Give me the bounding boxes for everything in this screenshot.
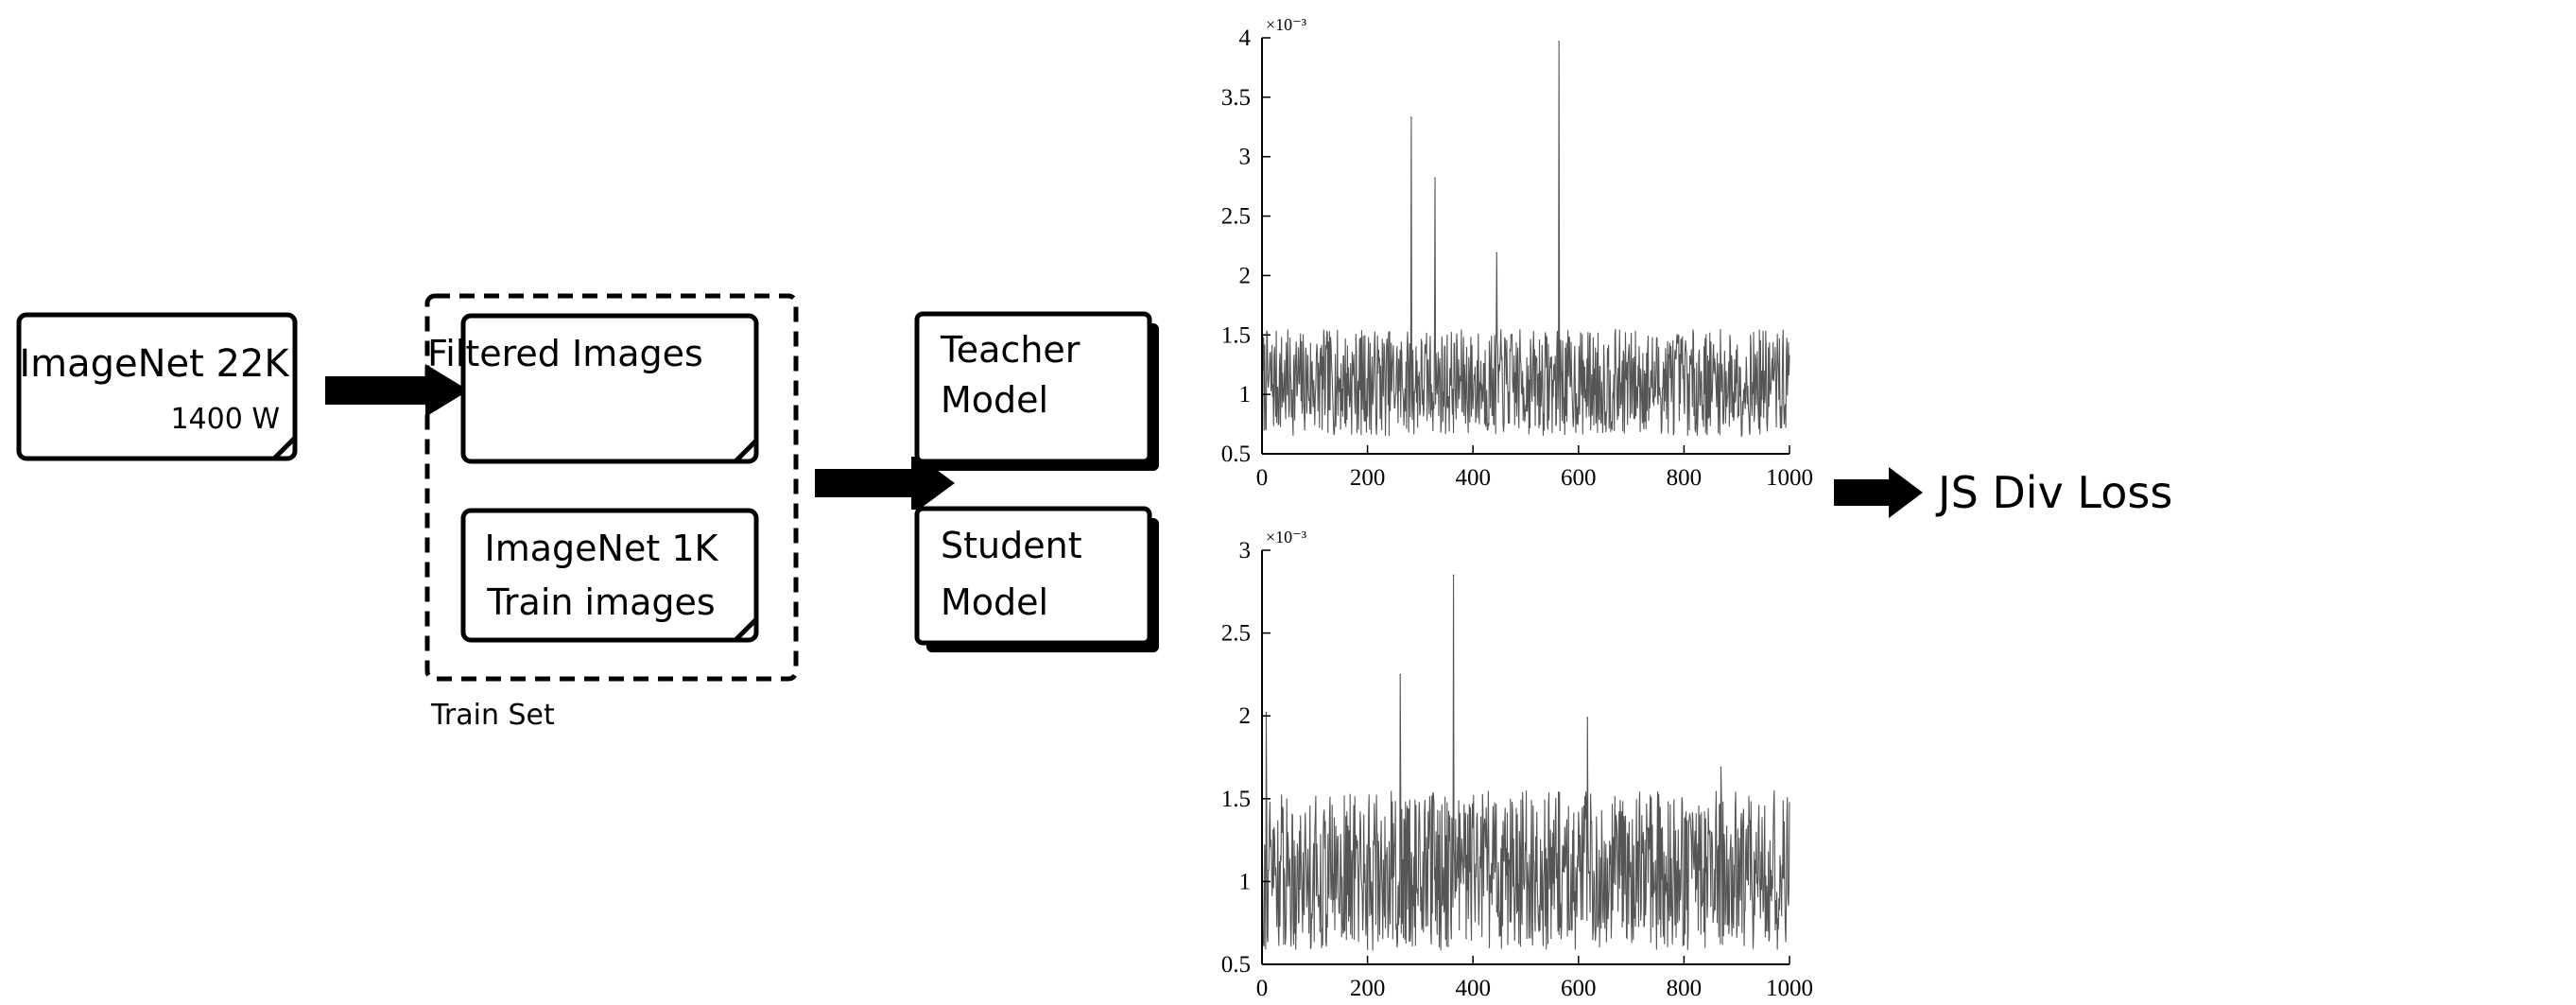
student-x-tick-label-1: 200 <box>1350 976 1386 1000</box>
student-y-tick-label-5: 3 <box>1239 538 1252 563</box>
arrow-to-train-set <box>325 364 469 417</box>
filtered-images-title: Filtered Images <box>427 333 703 374</box>
arrow-to-train-set-shaft <box>325 376 427 405</box>
train-set-label: Train Set <box>430 699 555 732</box>
teacher-y-tick-label-4: 2.5 <box>1221 204 1251 230</box>
student-x-tick-label-2: 400 <box>1455 976 1491 1000</box>
student-spike-point-0 <box>1265 711 1268 714</box>
teacher-y-tick-label-3: 2 <box>1239 263 1252 288</box>
teacher-model-box: Teacher Model <box>914 311 1159 471</box>
student-x-tick-label-4: 800 <box>1667 976 1703 1000</box>
teacher-model-line2: Model <box>941 379 1048 421</box>
student-x-tick-label-3: 600 <box>1561 976 1597 1000</box>
student-model-box: Student Model <box>914 506 1159 652</box>
teacher-output-chart: 0 200 400 600 800 1000 0.5 1 1.5 2 2.5 3 3.5 4 ×10⁻³ <box>1221 15 1813 491</box>
filtered-images-box: Filtered Images <box>427 313 759 464</box>
teacher-x-tick-label-4: 800 <box>1667 465 1703 491</box>
student-x-tick-label-5: 1000 <box>1766 976 1813 1000</box>
teacher-x-tick-label-3: 600 <box>1561 465 1597 491</box>
student-x-tick-label-0: 0 <box>1256 976 1269 1000</box>
student-spike-point-4 <box>1720 766 1722 769</box>
teacher-spike-point-2 <box>1495 251 1498 254</box>
teacher-y-tick-label-1: 1 <box>1239 382 1252 407</box>
arrow-to-loss-head <box>1889 467 1923 518</box>
teacher-x-tick-label-0: 0 <box>1256 465 1269 491</box>
imagenet-1k-box: ImageNet 1K Train images <box>460 508 759 643</box>
imagenet-1k-line2: Train images <box>486 581 715 623</box>
arrow-to-loss <box>1834 467 1923 518</box>
teacher-model-box-frame <box>914 311 1152 464</box>
imagenet-22k-box-frame <box>16 312 298 461</box>
student-spike-point-3 <box>1586 717 1589 719</box>
teacher-model-line1: Teacher <box>940 329 1081 371</box>
teacher-x-tick-label-5: 1000 <box>1766 465 1813 491</box>
filtered-images-box-frame <box>460 313 759 464</box>
arrow-to-models-shaft <box>815 469 913 497</box>
student-spike-point-2 <box>1452 574 1455 577</box>
student-model-line1: Student <box>941 525 1082 566</box>
student-y-tick-label-3: 2 <box>1239 703 1252 729</box>
imagenet-1k-box-frame <box>460 508 759 643</box>
student-model-line2: Model <box>941 581 1048 623</box>
filtered-images-corner-fold <box>734 439 758 463</box>
imagenet-1k-line1: ImageNet 1K <box>485 528 719 569</box>
arrow-to-models <box>815 457 955 510</box>
imagenet-22k-corner-fold <box>272 436 297 460</box>
imagenet-22k-box: ImageNet 22K 1400 W <box>16 312 298 461</box>
teacher-y-tick-label-0: 0.5 <box>1221 442 1251 467</box>
student-output-chart: 0 200 400 600 800 1000 0.5 1 1.5 2 2.5 3 ×10⁻³ <box>1221 528 1813 1001</box>
train-set-dashed-border <box>424 293 799 682</box>
teacher-y-tick-label-2: 1.5 <box>1221 322 1251 348</box>
imagenet-22k-subtitle: 1400 W <box>170 403 280 436</box>
teacher-spike-point-1 <box>1434 177 1436 180</box>
imagenet-1k-corner-fold <box>734 617 758 642</box>
teacher-y-tick-label-6: 3.5 <box>1221 85 1251 111</box>
teacher-y-tick-label-5: 3 <box>1239 145 1252 170</box>
student-series-line <box>1261 575 1790 951</box>
js-div-loss-label: JS Div Loss <box>1935 467 2172 518</box>
teacher-spike-point-3 <box>1558 40 1560 43</box>
student-model-box-frame <box>914 506 1152 646</box>
student-y-exponent-label: ×10⁻³ <box>1266 528 1307 546</box>
student-y-tick-label-0: 0.5 <box>1221 952 1251 978</box>
teacher-spike-point-0 <box>1410 116 1412 119</box>
imagenet-22k-title: ImageNet 22K <box>19 342 290 386</box>
arrow-to-train-set-head <box>425 364 469 417</box>
student-y-tick-label-4: 2.5 <box>1221 621 1251 647</box>
student-y-tick-label-1: 1 <box>1239 869 1252 894</box>
arrow-to-loss-shaft <box>1834 479 1891 506</box>
student-spike-point-1 <box>1399 673 1401 676</box>
teacher-x-tick-label-2: 400 <box>1455 465 1491 491</box>
student-y-tick-label-2: 1.5 <box>1221 787 1251 812</box>
train-set-group: Train Set Filtered Images ImageNet 1K Tr… <box>424 293 799 732</box>
teacher-y-tick-label-7: 4 <box>1239 26 1252 51</box>
teacher-x-tick-label-1: 200 <box>1350 465 1386 491</box>
teacher-series-line <box>1261 41 1790 438</box>
arrow-to-models-head <box>911 457 955 510</box>
teacher-y-exponent-label: ×10⁻³ <box>1266 15 1307 34</box>
